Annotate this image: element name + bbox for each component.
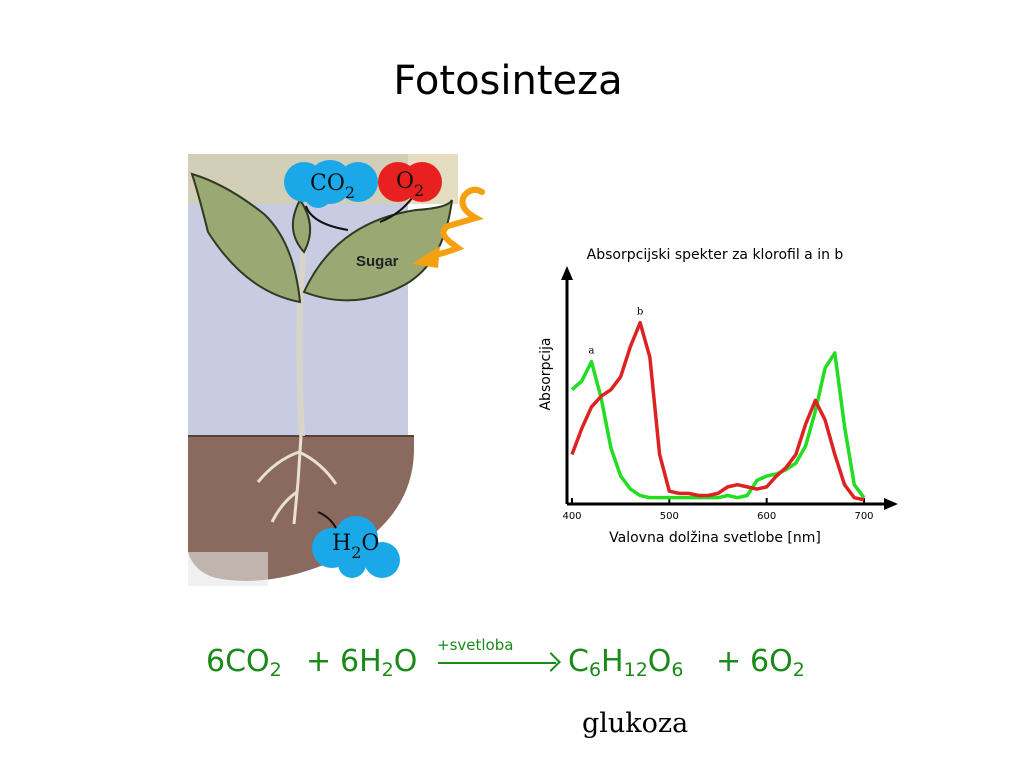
y-axis-label: Absorpcija bbox=[538, 337, 554, 410]
plant-illustration: Sugar CO2 O2 H2O bbox=[188, 154, 485, 586]
absorption-spectrum-chart: Absorpcijski spekter za klorofil a in b … bbox=[538, 247, 898, 546]
product-glucose: C6H12O6 bbox=[568, 644, 684, 681]
sunlight-arrow-icon bbox=[412, 186, 485, 268]
reactant-h2o: 6H2O bbox=[340, 644, 418, 681]
roots bbox=[256, 435, 338, 525]
sugar-label: Sugar bbox=[356, 253, 399, 270]
h2o-label: H2O bbox=[332, 531, 379, 562]
left-leaf bbox=[190, 172, 302, 304]
slide-title: Fotosinteza bbox=[393, 58, 623, 104]
arrow-condition-label: +svetloba bbox=[437, 636, 514, 654]
chart-title: Absorpcijski spekter za klorofil a in b bbox=[587, 247, 844, 263]
plus-sign-2: + bbox=[716, 644, 742, 679]
x-axis-label: Valovna dolžina svetlobe [nm] bbox=[609, 530, 821, 546]
x-tick-label: 500 bbox=[660, 511, 679, 522]
product-o2: 6O2 bbox=[750, 644, 805, 681]
x-tick-label: 700 bbox=[854, 511, 873, 522]
co2-label: CO2 bbox=[310, 171, 355, 202]
o2-molecule-icon: O2 bbox=[378, 162, 442, 202]
x-tick-label: 400 bbox=[562, 511, 581, 522]
co2-molecule-icon: CO2 bbox=[284, 160, 378, 208]
photosynthesis-equation: 6CO2 + 6H2O C6H12O6 + 6O2 bbox=[206, 644, 826, 688]
plus-sign-1: + bbox=[306, 644, 332, 679]
o2-label: O2 bbox=[396, 169, 424, 200]
x-axis-arrowhead bbox=[884, 498, 898, 510]
co2-to-leaf-arrow bbox=[305, 205, 349, 231]
series-line-b bbox=[570, 320, 865, 502]
leaf-to-o2-arrow bbox=[379, 197, 413, 223]
paper-frame bbox=[188, 552, 268, 586]
reaction-arrowhead bbox=[541, 652, 561, 672]
x-tick-label: 600 bbox=[757, 511, 776, 522]
glucose-label: glukoza bbox=[582, 708, 689, 739]
y-axis-arrowhead bbox=[561, 266, 573, 280]
stem bbox=[296, 246, 307, 437]
series-label-b: b bbox=[637, 307, 643, 318]
reactant-co2: 6CO2 bbox=[206, 644, 282, 681]
right-leaf bbox=[302, 199, 453, 302]
h2o-molecule-icon: H2O bbox=[312, 516, 400, 578]
series-line-a bbox=[570, 351, 866, 500]
series-label-a: a bbox=[588, 346, 594, 357]
reaction-arrow bbox=[438, 662, 556, 664]
